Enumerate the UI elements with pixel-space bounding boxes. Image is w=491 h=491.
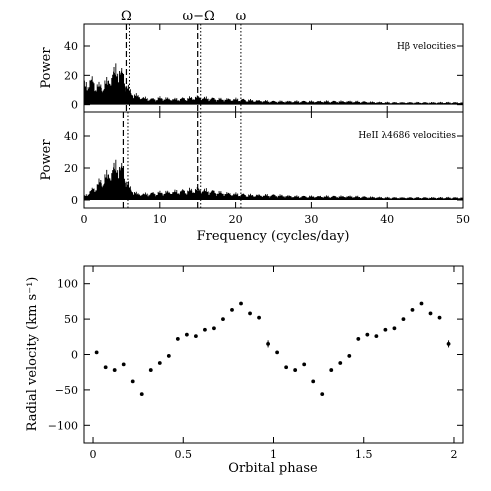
velocity-point — [374, 334, 379, 338]
velocity-point — [419, 301, 424, 306]
x-tick-label: 50 — [456, 213, 470, 226]
y-tick-label: 50 — [64, 313, 78, 326]
x-tick-label: 20 — [229, 213, 243, 226]
velocity-point — [284, 365, 289, 370]
velocity-point — [239, 301, 243, 306]
velocity-point — [157, 361, 162, 365]
frequency-markers — [122, 112, 242, 208]
velocity-point — [293, 368, 298, 372]
orbital-phase-xlabel: Orbital phase — [228, 461, 318, 476]
velocity-point — [139, 392, 144, 397]
velocity-point — [401, 317, 406, 321]
velocity-point — [383, 327, 388, 332]
velocity-point — [193, 334, 198, 338]
velocity-point — [166, 354, 171, 358]
panel-frame — [83, 265, 464, 444]
velocity-point — [437, 315, 442, 320]
radial-velocity-ylabel: Radial velocity (km s⁻¹) — [25, 277, 40, 432]
power-ylabel-top: Power — [39, 47, 54, 89]
velocity-point — [148, 368, 153, 372]
y-tick-label: 20 — [64, 69, 78, 82]
y-tick-label: 0 — [71, 349, 78, 362]
velocity-point — [275, 350, 280, 355]
power-ylabel-middle: Power — [39, 139, 54, 181]
power-spectrum — [83, 159, 464, 200]
hbeta-annotation: Hβ velocities — [397, 42, 456, 52]
velocity-point — [257, 315, 261, 320]
x-tick-label: 0.5 — [175, 448, 193, 461]
velocity-point — [103, 365, 108, 370]
velocity-point — [248, 311, 252, 316]
x-tick-label: 0 — [81, 213, 88, 226]
frequency-marker-label: Ω — [121, 9, 132, 24]
velocity-point — [221, 317, 225, 321]
velocity-point — [320, 392, 325, 397]
velocity-point — [410, 307, 415, 312]
y-tick-label: 40 — [64, 40, 78, 53]
velocity-point — [112, 368, 117, 372]
velocity-point — [356, 337, 361, 341]
panel-frame — [83, 111, 464, 209]
x-tick-label: 1.5 — [355, 448, 373, 461]
velocity-point — [311, 379, 316, 384]
velocity-point — [266, 341, 270, 346]
power-spectrum — [83, 63, 464, 105]
y-tick-label: 20 — [64, 162, 78, 175]
y-tick-label: 40 — [64, 130, 78, 143]
velocity-point — [338, 361, 343, 365]
y-tick-label: −100 — [48, 419, 78, 432]
frequency-xlabel: Frequency (cycles/day) — [197, 229, 350, 244]
x-tick-label: 10 — [153, 213, 167, 226]
velocity-points — [94, 301, 451, 397]
frequency-markers — [125, 24, 242, 112]
velocity-point — [212, 326, 216, 331]
power-envelope — [83, 63, 464, 105]
velocity-point — [94, 350, 99, 355]
heii-periodogram-panel: 0 10 20 30 40 50 0 20 40 HeII λ4686 velocities P… — [39, 111, 470, 244]
y-tick-label: 100 — [57, 278, 78, 291]
velocity-point — [392, 326, 397, 331]
frequency-marker-label: ω — [236, 9, 247, 24]
velocity-point — [365, 332, 370, 337]
panel-ticks: 0 10 20 30 40 50 0 20 40 — [64, 112, 470, 226]
y-tick-label: 0 — [71, 194, 78, 207]
velocity-point — [428, 311, 433, 316]
panel-frame — [83, 23, 464, 113]
velocity-point — [203, 327, 207, 332]
x-tick-label: 30 — [304, 213, 318, 226]
x-tick-label: 2 — [450, 448, 457, 461]
velocity-point — [175, 337, 180, 341]
velocity-point — [230, 307, 234, 312]
x-tick-label: 0 — [90, 448, 97, 461]
velocity-point — [130, 379, 135, 384]
radial-velocity-panel: 0 0.5 1 1.5 2 −100 −50 0 50 100 Radial velocity (… — [25, 265, 464, 476]
panel-ticks: 0 0.5 1 1.5 2 −100 −50 0 50 100 — [48, 266, 463, 461]
velocity-point — [329, 368, 334, 372]
power-envelope — [83, 159, 464, 200]
y-tick-label: −50 — [55, 384, 78, 397]
heii-annotation: HeII λ4686 velocities — [358, 131, 456, 141]
y-tick-label: 0 — [71, 99, 78, 112]
x-tick-label: 40 — [380, 213, 394, 226]
velocity-point — [121, 362, 126, 367]
velocity-point — [184, 332, 189, 337]
velocity-point — [347, 354, 352, 358]
frequency-marker-label: ω−Ω — [183, 9, 215, 24]
velocity-point — [446, 341, 451, 346]
velocity-point — [302, 362, 307, 367]
x-tick-label: 1 — [270, 448, 277, 461]
